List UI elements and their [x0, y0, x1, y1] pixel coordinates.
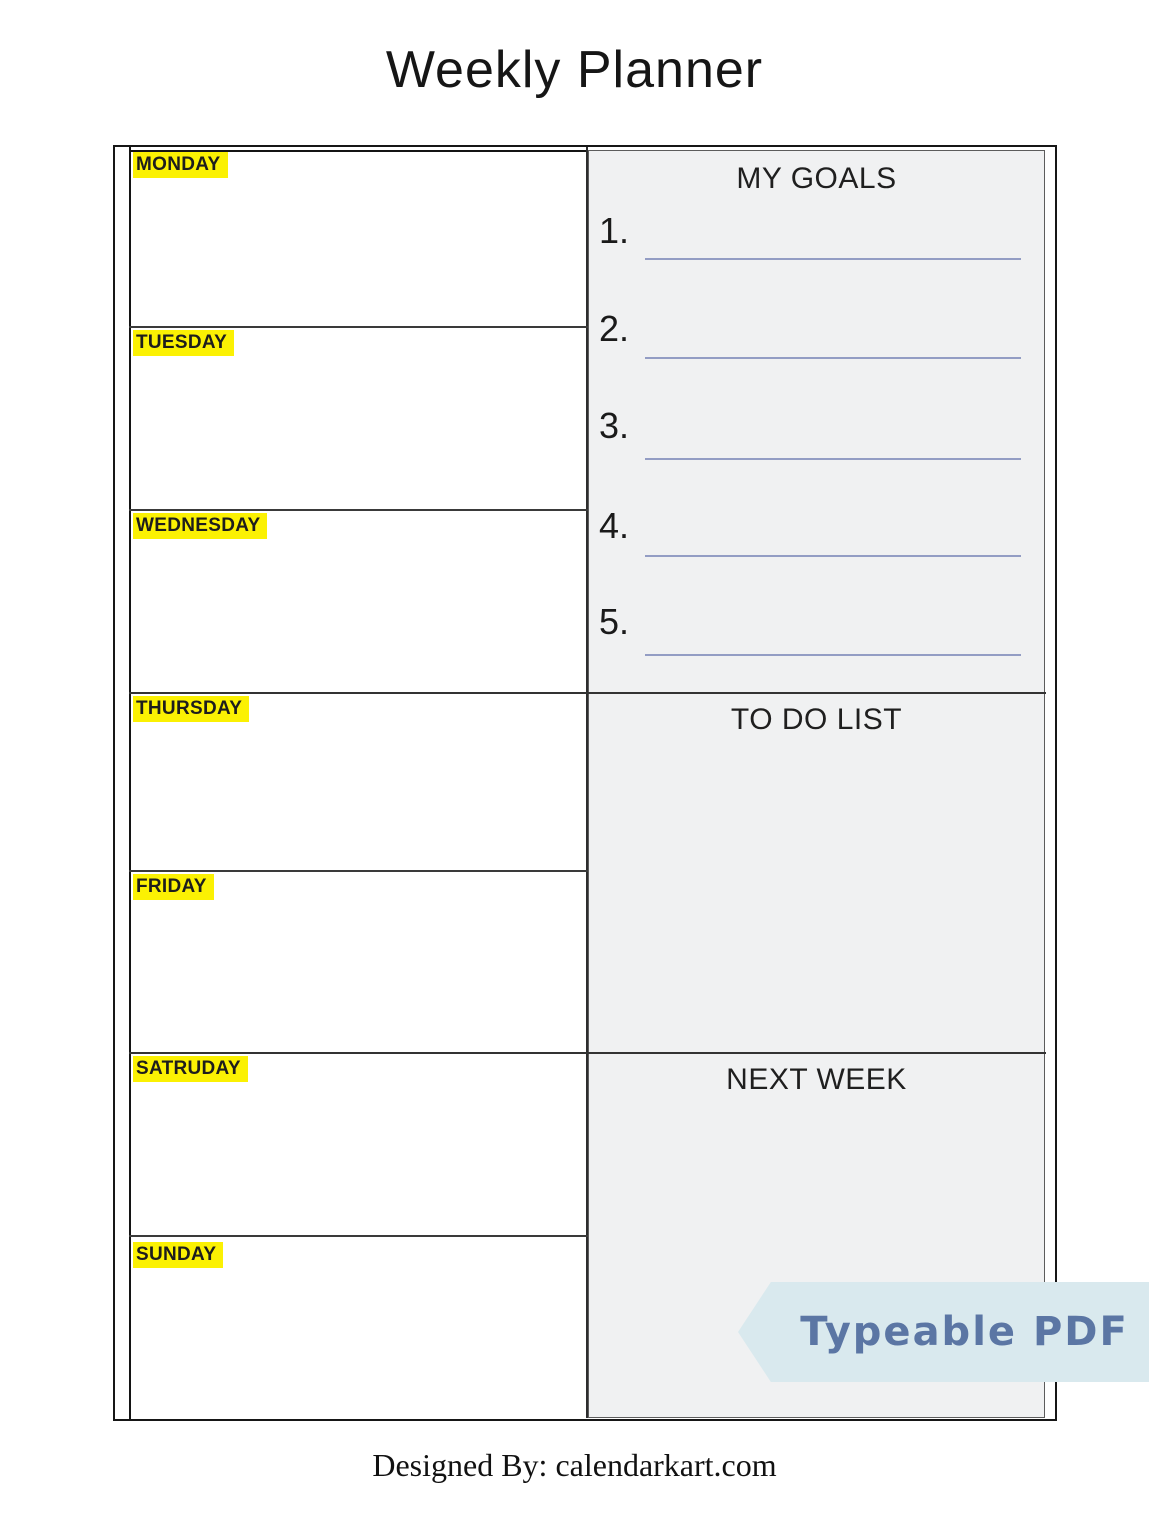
row-divider-wednesday	[129, 509, 588, 511]
day-label-thursday: THURSDAY	[133, 696, 250, 722]
goal-input-line-3[interactable]	[645, 458, 1021, 460]
planner-outer-border	[113, 145, 1057, 1421]
section-divider-goals-todo	[129, 692, 1046, 694]
goal-number-5: 5.	[599, 601, 630, 642]
todo-notes-field[interactable]	[589, 748, 1044, 1048]
inner-top-border	[129, 150, 588, 152]
row-divider-friday	[129, 870, 588, 872]
day-label-tuesday: TUESDAY	[133, 330, 235, 356]
goals-header: MY GOALS	[736, 162, 897, 195]
nextweek-notes-field[interactable]	[589, 1108, 1044, 1278]
goal-input-line-4[interactable]	[645, 555, 1021, 557]
day-label-monday: MONDAY	[133, 152, 228, 178]
day-label-wednesday: WEDNESDAY	[133, 513, 268, 539]
inner-left-border	[129, 147, 131, 1419]
day-label-sunday: SUNDAY	[133, 1242, 224, 1268]
goal-number-1: 1.	[599, 210, 630, 251]
footer-credit: Designed By: calendarkart.com	[372, 1447, 777, 1483]
row-divider-tuesday	[129, 326, 588, 328]
typeable-pdf-badge-label: Typeable PDF	[800, 1309, 1129, 1355]
section-divider-todo-nextweek	[129, 1052, 1046, 1054]
right-sections-panel	[588, 150, 1045, 1418]
goal-number-3: 3.	[599, 405, 630, 446]
day-label-saturday: SATRUDAY	[133, 1056, 248, 1082]
goal-input-line-2[interactable]	[645, 357, 1021, 359]
day-label-friday: FRIDAY	[133, 874, 214, 900]
goal-number-4: 4.	[599, 505, 630, 546]
goal-input-line-5[interactable]	[645, 654, 1021, 656]
row-divider-sunday	[129, 1235, 588, 1237]
column-divider	[586, 147, 588, 1418]
monday-notes-field[interactable]	[132, 152, 586, 326]
goal-number-2: 2.	[599, 308, 630, 349]
todo-header: TO DO LIST	[730, 703, 903, 736]
typeable-pdf-badge: Typeable PDF	[738, 1282, 1149, 1382]
nextweek-header: NEXT WEEK	[726, 1063, 907, 1096]
goal-input-line-1[interactable]	[645, 258, 1021, 260]
page-title: Weekly Planner	[385, 41, 764, 99]
